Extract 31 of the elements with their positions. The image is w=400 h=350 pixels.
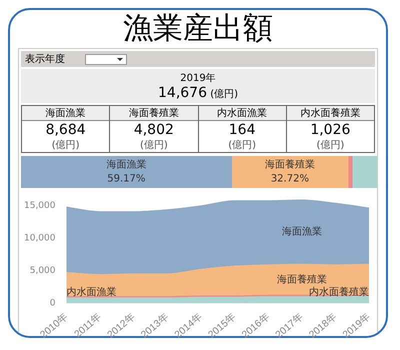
text: 漁業産出額: [122, 10, 274, 48]
category-label: 海面養殖業: [110, 106, 198, 121]
series-label: 内水面漁業: [66, 286, 116, 298]
series-label: 海面漁業: [106, 158, 146, 171]
text: 8,684: [44, 122, 87, 138]
category-label: 海面漁業: [22, 106, 110, 121]
y-tick-label: 0: [50, 298, 56, 308]
bar: [21, 156, 232, 188]
text: (億円): [140, 140, 168, 151]
y-tick-label: 10,000: [24, 234, 56, 244]
text: 4,802: [132, 122, 175, 138]
bar: [352, 156, 377, 188]
y-tick-label: 5,000: [30, 266, 56, 276]
data-label: 32.72%: [270, 174, 309, 185]
data-label: 59.17%: [107, 174, 146, 185]
series-label: 海面養殖業: [264, 158, 315, 171]
text: (億円): [210, 89, 238, 100]
category-label: 内水面漁業: [198, 106, 286, 121]
text: (億円): [316, 140, 344, 151]
series-label: 海面漁業: [282, 226, 322, 238]
text: 表示年度: [25, 52, 65, 66]
text: (億円): [52, 140, 80, 151]
text: (億円): [228, 140, 256, 151]
series-label: 海面養殖業: [276, 273, 327, 286]
text: 14,676: [158, 85, 207, 101]
series-label: 内水面養殖業: [309, 286, 369, 298]
category-label: 内水面養殖業: [286, 106, 374, 121]
text: 2019年: [179, 72, 217, 85]
text: 1,026: [309, 122, 352, 138]
text: 164: [228, 122, 256, 138]
y-tick-label: 15,000: [24, 201, 56, 212]
